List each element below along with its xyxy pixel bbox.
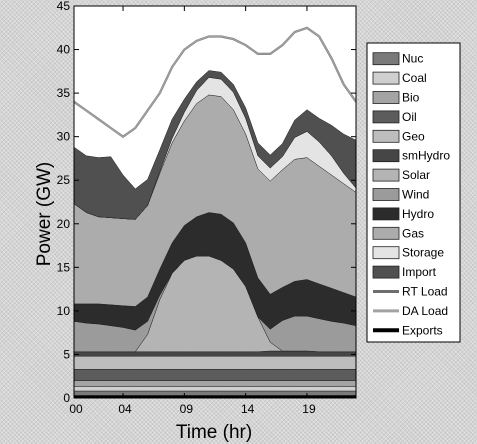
legend-swatch-storage [372, 246, 400, 260]
area-bio [73, 380, 357, 387]
load-lines [73, 26, 357, 139]
legend-label-solar: Solar [402, 168, 430, 182]
area-geo [73, 355, 357, 370]
legend-swatch-coal [372, 71, 400, 85]
legend-label-gas: Gas [402, 226, 424, 240]
y-axis-label: Power (GW) [34, 162, 55, 267]
y-tick-label: 30 [57, 130, 71, 144]
area-coal [73, 386, 357, 392]
legend-label-import: Import [402, 265, 437, 279]
area-nuc [73, 390, 357, 396]
y-tick-label: 40 [57, 43, 71, 57]
legend-label-storage: Storage [402, 246, 444, 260]
x-tick-label: 19 [302, 402, 316, 416]
legend-swatch-smhydro [372, 149, 400, 163]
stacked-areas [73, 70, 357, 399]
x-tick-label: 04 [118, 402, 132, 416]
legend-swatch-hydro [372, 207, 400, 221]
x-tick-label: 14 [241, 402, 255, 416]
legend-label-da-load: DA Load [402, 304, 448, 318]
legend-swatch-solar [372, 168, 400, 182]
x-axis-label: Time (hr) [176, 422, 252, 443]
legend-label-coal: Coal [402, 71, 427, 85]
x-axis: 00 04 09 14 19 [69, 6, 316, 416]
y-tick-label: 5 [63, 347, 70, 361]
plot-frame [73, 5, 357, 399]
legend: Nuc Coal Bio Oil Geo smHydro Solar Wind Hydro Gas… [366, 42, 461, 343]
y-tick-label: 45 [57, 0, 71, 13]
legend-label-exports: Exports [402, 323, 443, 337]
legend-label-oil: Oil [402, 110, 417, 124]
line-da-load [73, 27, 357, 138]
legend-label-geo: Geo [402, 129, 425, 143]
y-tick-label: 35 [57, 86, 71, 100]
y-axis: 0 5 10 15 20 25 30 35 40 45 [57, 0, 356, 405]
legend-swatch-oil [372, 110, 400, 124]
legend-swatch-geo [372, 129, 400, 143]
legend-label-nuc: Nuc [402, 52, 423, 66]
legend-swatch-bio [372, 91, 400, 104]
legend-swatch-nuc [372, 52, 400, 66]
y-tick-label: 15 [57, 260, 71, 274]
y-tick-label: 20 [57, 217, 71, 231]
legend-label-smhydro: smHydro [402, 149, 450, 163]
y-tick-label: 10 [57, 304, 71, 318]
legend-label-wind: Wind [402, 188, 429, 202]
legend-swatch-wind [372, 188, 400, 201]
legend-label-bio: Bio [402, 91, 420, 105]
legend-label-hydro: Hydro [402, 207, 434, 221]
legend-label-rt-load: RT Load [402, 285, 448, 299]
y-tick-label: 0 [63, 391, 70, 405]
x-tick-label: 00 [69, 402, 83, 416]
y-tick-label: 25 [57, 173, 71, 187]
area-oil [73, 369, 357, 381]
legend-swatch-gas [372, 226, 400, 240]
legend-swatch-import [372, 265, 400, 279]
x-tick-label: 09 [180, 402, 194, 416]
